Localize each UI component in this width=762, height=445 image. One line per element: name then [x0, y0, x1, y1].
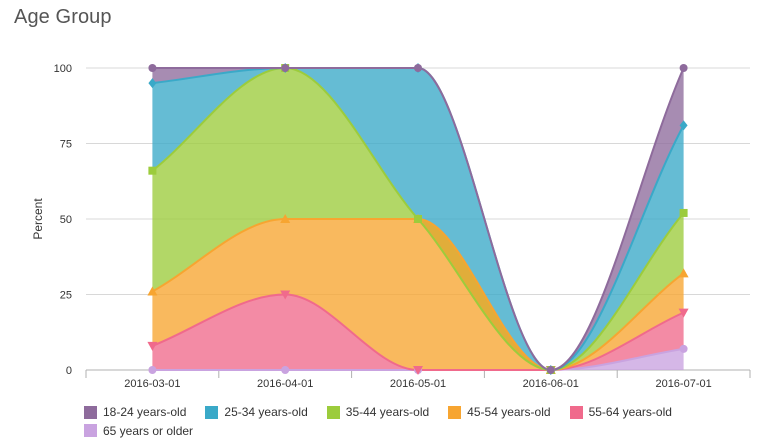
data-point — [413, 366, 423, 375]
x-tick-label: 2016-07-01 — [655, 378, 711, 390]
y-tick-label: 75 — [60, 139, 72, 151]
area-55-64-years-old — [152, 294, 684, 370]
data-point — [280, 214, 291, 223]
data-point — [147, 341, 158, 351]
legend-label: 25-34 years-old — [224, 405, 308, 419]
legend-item[interactable]: 65 years or older — [84, 424, 193, 438]
legend-label: 65 years or older — [103, 423, 194, 438]
legend-label: 18-24 years-old — [103, 405, 187, 419]
y-tick-label: 50 — [60, 214, 72, 226]
legend-item[interactable]: 45-54 years-old — [448, 405, 551, 419]
age-group-chart: 0 25 50 75 100 2016-03-01 2016-04-01 2016-05-01… — [31, 63, 751, 390]
data-point — [281, 64, 290, 72]
legend-label: 45-54 years-old — [467, 405, 551, 419]
data-point — [148, 166, 157, 175]
data-point — [280, 290, 291, 300]
legend-label: 35-44 years-old — [345, 405, 430, 419]
data-point — [148, 366, 157, 374]
data-point — [546, 366, 555, 374]
area-45-54-years-old — [152, 219, 684, 370]
chart-legend: 18-24 years-old 25-34 years-old 35-44 year… — [84, 405, 724, 442]
legend-item[interactable]: 25-34 years-old — [205, 405, 308, 419]
data-point — [281, 366, 290, 374]
chart-title: Age Group — [14, 6, 112, 28]
legend-swatch — [84, 405, 97, 419]
y-tick-label: 25 — [60, 290, 72, 302]
data-point — [678, 308, 689, 318]
legend-item[interactable]: 35-44 years-old — [326, 405, 430, 419]
y-tick-label: 0 — [66, 365, 72, 377]
legend-label: 55-64 years-old — [588, 405, 672, 419]
data-point — [148, 64, 157, 72]
y-tick-label: 100 — [54, 63, 72, 75]
x-tick-label: 2016-04-01 — [257, 378, 313, 390]
legend-swatch — [84, 424, 97, 437]
legend-swatch — [569, 405, 583, 419]
line-45-54-years-old — [151, 217, 685, 372]
data-point — [679, 344, 688, 353]
data-point — [679, 64, 688, 72]
x-tick-label: 2016-06-01 — [523, 378, 579, 390]
data-point — [679, 120, 688, 131]
legend-item[interactable]: 18-24 years-old — [84, 405, 186, 419]
legend-swatch — [448, 405, 462, 419]
legend-item[interactable]: 55-64 years-old — [569, 405, 672, 419]
data-point — [414, 215, 422, 223]
data-point — [679, 208, 688, 217]
y-axis-label: Percent — [31, 198, 45, 240]
data-point — [148, 78, 157, 89]
data-point — [414, 64, 422, 72]
data-point — [147, 286, 158, 296]
legend-swatch — [326, 405, 340, 419]
line-18-24-years-old — [152, 66, 685, 372]
area-65-years-or-older — [152, 348, 684, 370]
data-point — [678, 268, 689, 278]
area-25-34-years-old — [152, 68, 684, 370]
legend-swatch — [205, 405, 219, 419]
x-tick-label: 2016-03-01 — [124, 378, 180, 390]
x-tick-label: 2016-05-01 — [390, 378, 446, 390]
